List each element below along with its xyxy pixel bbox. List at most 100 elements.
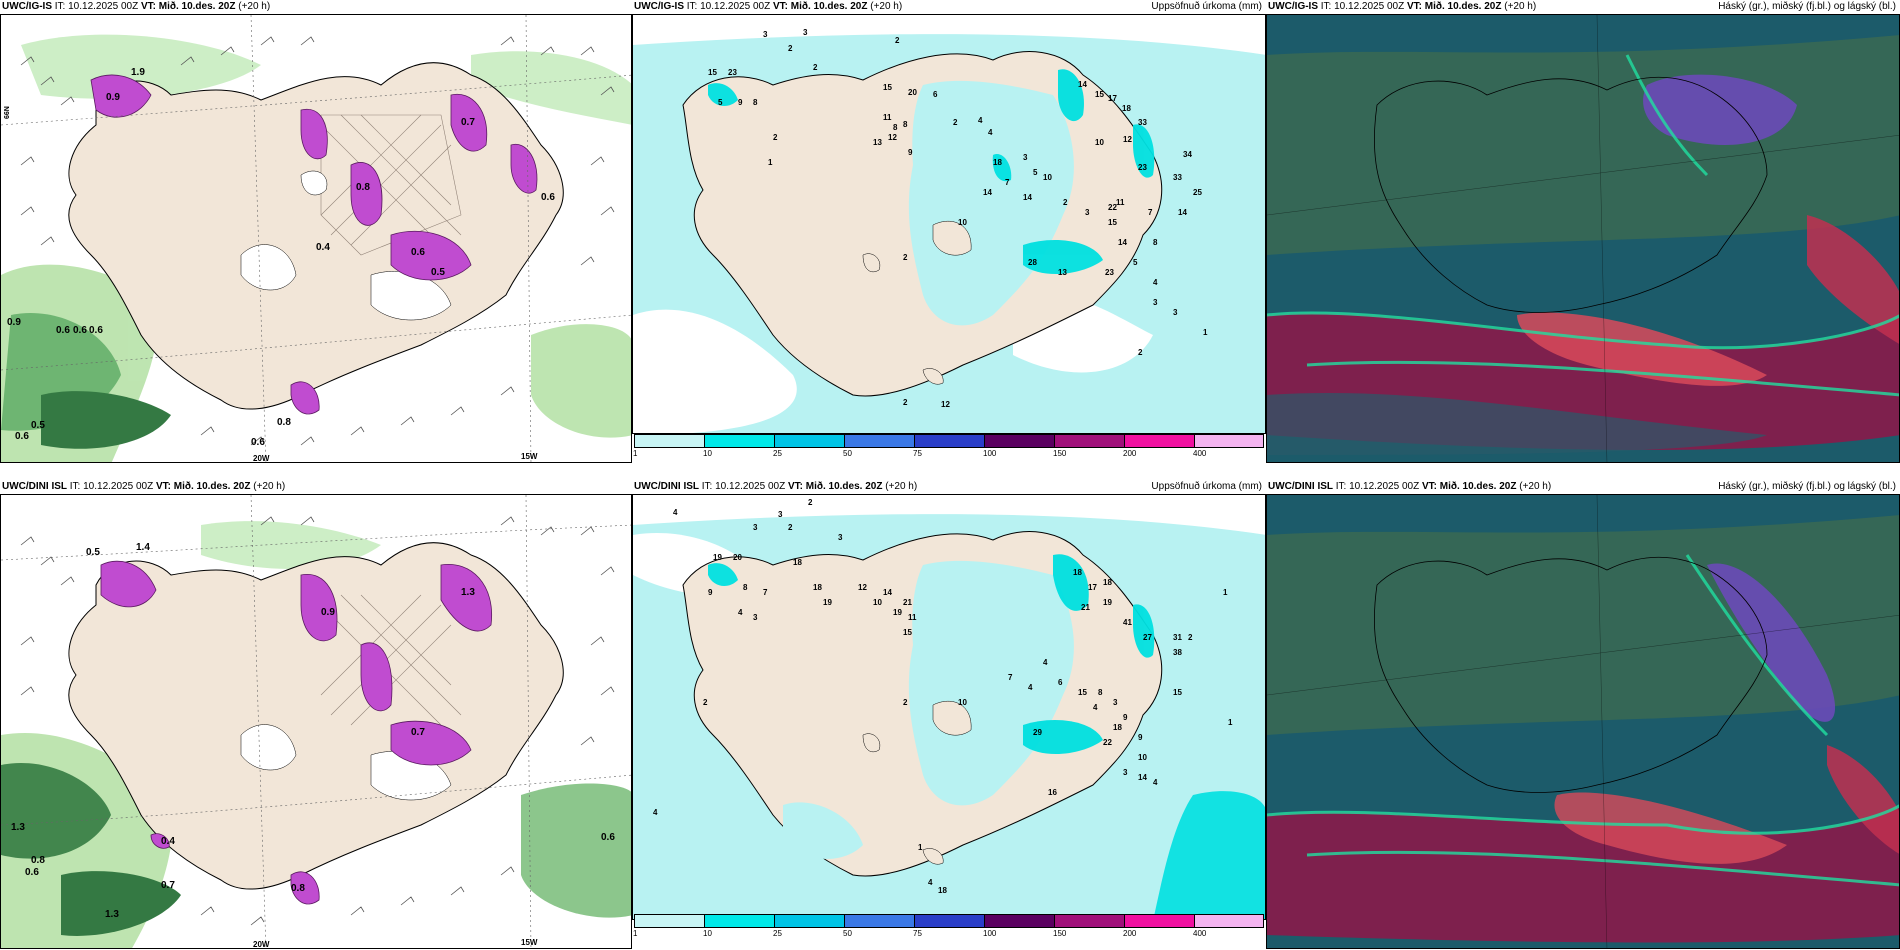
svg-text:8: 8 bbox=[1153, 238, 1158, 247]
precip-colorbar: 1 10 25 50 75 100 150 200 400 bbox=[632, 434, 1266, 458]
svg-text:14: 14 bbox=[1138, 773, 1147, 782]
svg-text:25: 25 bbox=[1193, 188, 1202, 197]
svg-text:7: 7 bbox=[1005, 178, 1010, 187]
svg-text:7: 7 bbox=[1008, 673, 1013, 682]
svg-text:2: 2 bbox=[813, 63, 818, 72]
heavy-precip-cells bbox=[90, 74, 538, 415]
svg-text:18: 18 bbox=[938, 886, 947, 895]
panel-title: UWC/IG-IS IT: 10.12.2025 00Z VT: Mið. 10… bbox=[1268, 1, 1537, 12]
svg-text:4: 4 bbox=[1028, 683, 1033, 692]
svg-text:4: 4 bbox=[928, 878, 933, 887]
svg-text:21: 21 bbox=[903, 598, 912, 607]
svg-text:0.6: 0.6 bbox=[25, 867, 39, 878]
svg-text:21: 21 bbox=[1081, 603, 1090, 612]
svg-text:14: 14 bbox=[983, 188, 992, 197]
svg-text:0.7: 0.7 bbox=[161, 880, 175, 891]
graticule bbox=[1, 15, 631, 462]
svg-text:0.6: 0.6 bbox=[251, 437, 265, 448]
svg-text:0.6: 0.6 bbox=[541, 192, 555, 203]
svg-text:6: 6 bbox=[933, 90, 938, 99]
svg-text:3: 3 bbox=[753, 523, 758, 532]
svg-text:0.8: 0.8 bbox=[356, 182, 370, 193]
cloud-map bbox=[1266, 14, 1900, 463]
svg-text:6: 6 bbox=[1058, 678, 1063, 687]
svg-text:4: 4 bbox=[1153, 278, 1158, 287]
svg-text:0.5: 0.5 bbox=[31, 420, 45, 431]
svg-text:17: 17 bbox=[1108, 94, 1117, 103]
lon-label: 15W bbox=[521, 452, 538, 461]
svg-text:2: 2 bbox=[1138, 348, 1143, 357]
svg-text:4: 4 bbox=[1153, 778, 1158, 787]
svg-text:10: 10 bbox=[873, 598, 882, 607]
svg-text:29: 29 bbox=[1033, 728, 1042, 737]
wind-map: 66N 20W 15W 0.9 0.6 0.6 0.6 0.5 0.6 0.8 … bbox=[0, 14, 632, 463]
svg-text:3: 3 bbox=[1113, 698, 1118, 707]
svg-text:0.8: 0.8 bbox=[291, 883, 305, 894]
svg-text:3: 3 bbox=[1173, 308, 1178, 317]
svg-text:33: 33 bbox=[1138, 118, 1147, 127]
svg-text:0.6: 0.6 bbox=[601, 832, 615, 843]
precip-colorbar: 1 10 25 50 75 100 150 200 400 bbox=[632, 914, 1266, 938]
svg-text:18: 18 bbox=[813, 583, 822, 592]
svg-text:8: 8 bbox=[753, 98, 758, 107]
panel-row2-precip: UWC/DINI ISL IT: 10.12.2025 00Z VT: Mið.… bbox=[632, 480, 1266, 950]
hatch-area bbox=[320, 114, 462, 256]
svg-text:34: 34 bbox=[1183, 150, 1192, 159]
svg-text:13: 13 bbox=[873, 138, 882, 147]
svg-text:18: 18 bbox=[1113, 723, 1122, 732]
svg-text:17: 17 bbox=[1088, 583, 1097, 592]
svg-text:0.8: 0.8 bbox=[277, 417, 291, 428]
svg-text:16: 16 bbox=[1048, 788, 1057, 797]
svg-text:2: 2 bbox=[773, 133, 778, 142]
svg-text:2: 2 bbox=[895, 36, 900, 45]
svg-text:2: 2 bbox=[703, 698, 708, 707]
svg-text:0.9: 0.9 bbox=[7, 317, 21, 328]
svg-text:8: 8 bbox=[743, 583, 748, 592]
svg-text:0.6: 0.6 bbox=[56, 325, 70, 336]
svg-text:15: 15 bbox=[1173, 688, 1182, 697]
svg-text:8: 8 bbox=[1098, 688, 1103, 697]
svg-text:14: 14 bbox=[1178, 208, 1187, 217]
svg-text:0.6: 0.6 bbox=[15, 431, 29, 442]
svg-text:2: 2 bbox=[953, 118, 958, 127]
wind-value-labels: 0.9 0.6 0.6 0.6 0.5 0.6 0.8 0.6 1.9 0.9 … bbox=[7, 67, 555, 448]
svg-text:4: 4 bbox=[738, 608, 743, 617]
svg-text:15: 15 bbox=[1078, 688, 1087, 697]
svg-text:4: 4 bbox=[978, 116, 983, 125]
svg-text:0.5: 0.5 bbox=[86, 547, 100, 558]
svg-text:15: 15 bbox=[708, 68, 717, 77]
svg-text:10: 10 bbox=[1138, 753, 1147, 762]
svg-text:1: 1 bbox=[1228, 718, 1233, 727]
svg-text:12: 12 bbox=[941, 400, 950, 409]
svg-text:18: 18 bbox=[793, 558, 802, 567]
svg-text:1: 1 bbox=[1223, 588, 1228, 597]
svg-text:3: 3 bbox=[753, 613, 758, 622]
wind-barbs bbox=[20, 36, 615, 446]
svg-text:0.9: 0.9 bbox=[106, 92, 120, 103]
svg-text:38: 38 bbox=[1173, 648, 1182, 657]
svg-text:9: 9 bbox=[1138, 733, 1143, 742]
svg-text:1.4: 1.4 bbox=[136, 542, 150, 553]
svg-text:11: 11 bbox=[883, 113, 892, 122]
svg-text:1.3: 1.3 bbox=[11, 822, 25, 833]
svg-text:20: 20 bbox=[733, 553, 742, 562]
cloud-map bbox=[1266, 494, 1900, 949]
svg-text:22: 22 bbox=[1108, 203, 1117, 212]
svg-text:23: 23 bbox=[1105, 268, 1114, 277]
lon-label: 20W bbox=[253, 454, 270, 463]
svg-text:2: 2 bbox=[808, 498, 813, 507]
svg-text:9: 9 bbox=[1123, 713, 1128, 722]
svg-text:12: 12 bbox=[858, 583, 867, 592]
svg-text:13: 13 bbox=[1058, 268, 1067, 277]
svg-text:23: 23 bbox=[1138, 163, 1147, 172]
cloud-heading: Háský (gr.), miðský (fj.bl.) og lágský (… bbox=[1718, 481, 1896, 492]
svg-text:5: 5 bbox=[718, 98, 723, 107]
svg-text:3: 3 bbox=[778, 510, 783, 519]
svg-text:22: 22 bbox=[1103, 738, 1112, 747]
svg-text:1.3: 1.3 bbox=[461, 587, 475, 598]
svg-text:10: 10 bbox=[1043, 173, 1052, 182]
svg-text:18: 18 bbox=[1103, 578, 1112, 587]
svg-text:20W: 20W bbox=[253, 940, 270, 949]
svg-text:12: 12 bbox=[1123, 135, 1132, 144]
svg-text:2: 2 bbox=[788, 44, 793, 53]
